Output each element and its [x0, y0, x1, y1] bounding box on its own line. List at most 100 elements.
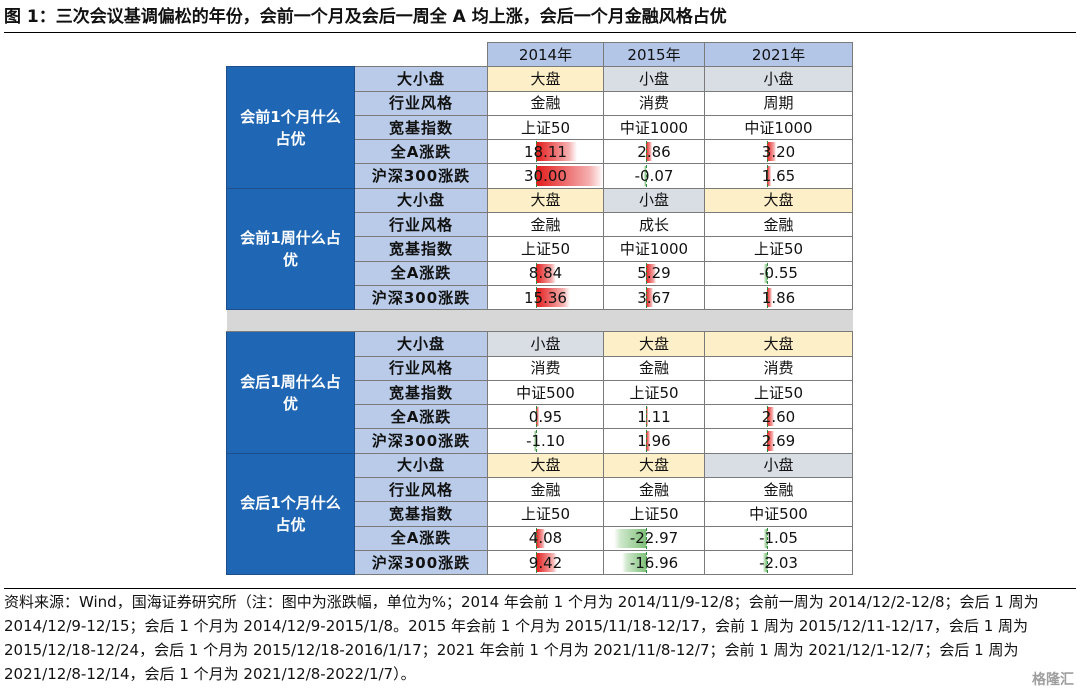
comparison-table-wrapper: 2014年 2015年 2021年 会前1个月什么占优 大小盘 大盘 小盘 小盘 行业风格… [226, 41, 853, 576]
text-cell: 周期 [704, 90, 853, 116]
return-value: 2.86 [637, 142, 671, 161]
bar-axis [646, 165, 647, 187]
size-cell: 小盘 [704, 452, 853, 479]
text-cell: 金融 [603, 477, 705, 503]
size-cell: 大盘 [603, 452, 705, 479]
table-row: 沪深300涨跌 15.36 3.67 1.86 [227, 284, 853, 311]
text-cell: 金融 [603, 355, 705, 381]
return-cell: 1.86 [704, 284, 853, 311]
return-value: 1.96 [637, 432, 671, 451]
positive-bar [536, 407, 539, 427]
negative-bar [762, 552, 767, 573]
return-value: 2.60 [761, 407, 796, 426]
text-cell: 中证500 [704, 501, 853, 527]
table-row: 全A涨跌 0.95 1.11 2.60 [227, 404, 853, 430]
return-cell: 18.11 [487, 139, 604, 165]
row-label: 大小盘 [354, 331, 488, 357]
return-value: 4.08 [528, 529, 563, 548]
positive-bar [646, 431, 650, 451]
return-cell: 8.84 [487, 260, 604, 286]
row-label: 宽基指数 [354, 501, 488, 527]
positive-bar [646, 142, 652, 162]
bar-axis [536, 286, 538, 309]
bar-axis [536, 430, 538, 452]
return-cell: 1.11 [603, 404, 705, 430]
row-label: 沪深300涨跌 [354, 428, 488, 454]
return-cell: 3.20 [704, 139, 853, 165]
text-cell: 上证50 [603, 501, 705, 527]
text-cell: 金融 [487, 477, 604, 503]
positive-bar [766, 287, 773, 308]
row-label: 行业风格 [354, 90, 488, 116]
table-row: 会后1个月什么占优 大小盘 大盘 大盘 小盘 [226, 452, 853, 576]
positive-bar [766, 407, 775, 427]
table-row: 宽基指数 上证50 上证50 中证500 [227, 501, 853, 527]
positive-bar [536, 166, 603, 186]
bar-axis [646, 262, 647, 284]
positive-bar [646, 263, 657, 283]
return-cell: 1.65 [704, 163, 853, 189]
table-row: 沪深300涨跌 9.42 -16.96 -2.03 [227, 549, 853, 576]
negative-bar [534, 431, 537, 451]
negative-bar [764, 528, 767, 548]
row-label: 行业风格 [354, 212, 488, 238]
size-cell: 大盘 [487, 452, 604, 479]
positive-bar [766, 431, 775, 451]
text-cell: 中证1000 [603, 114, 705, 141]
return-value: 5.29 [637, 264, 671, 283]
group-label: 会后1周什么占优 [226, 331, 355, 454]
table-row: 会后1周什么占优 大小盘 小盘 大盘 大盘 [226, 331, 853, 454]
table-row: 宽基指数 上证50 中证1000 中证1000 [227, 114, 853, 141]
bar-axis [646, 527, 647, 549]
table-row: 全A涨跌 4.08 -22.97 -1.05 [227, 525, 853, 551]
text-cell: 上证50 [487, 501, 604, 527]
return-cell: -0.07 [603, 163, 705, 189]
bar-axis [646, 406, 647, 428]
return-value: 1.86 [761, 288, 796, 307]
size-cell: 大盘 [487, 66, 604, 92]
table-row: 宽基指数 上证50 中证1000 上证50 [227, 236, 853, 262]
section-separator [226, 309, 853, 333]
positive-bar [766, 142, 776, 162]
return-value: 1.11 [637, 407, 671, 426]
row-label: 行业风格 [354, 477, 488, 503]
return-value: -1.10 [526, 432, 565, 451]
text-cell: 金融 [487, 90, 604, 116]
table-row: 全A涨跌 18.11 2.86 3.20 [227, 139, 853, 165]
group-label: 会后1个月什么占优 [226, 452, 355, 576]
year-header-2021: 2021年 [704, 41, 853, 68]
bar-axis [536, 141, 538, 163]
text-cell: 中证1000 [704, 114, 853, 141]
return-cell: 1.96 [603, 428, 705, 454]
return-cell: 2.86 [603, 139, 705, 165]
size-cell: 小盘 [603, 66, 705, 92]
bar-axis [766, 430, 768, 452]
comparison-table: 2014年 2015年 2021年 会前1个月什么占优 大小盘 大盘 小盘 小盘 行业风格… [226, 41, 853, 576]
bar-axis [536, 165, 538, 187]
row-label: 大小盘 [354, 452, 488, 479]
return-value: -22.97 [629, 529, 679, 548]
group-label: 会前1周什么占优 [226, 187, 355, 311]
text-cell: 消费 [603, 90, 705, 116]
year-header-2015: 2015年 [603, 41, 705, 68]
bar-axis [646, 551, 647, 574]
positive-bar [536, 552, 558, 573]
return-cell: -22.97 [603, 525, 705, 551]
text-cell: 上证50 [704, 236, 853, 262]
return-value: 1.65 [761, 167, 796, 186]
return-value: -2.03 [759, 553, 798, 572]
source-note: 资料来源：Wind，国海证券研究所（注：图中为涨跌幅，单位为%；2014 年会前… [4, 593, 1039, 683]
row-label: 全A涨跌 [354, 525, 488, 551]
table-row: 行业风格 消费 金融 消费 [227, 355, 853, 381]
row-label: 宽基指数 [354, 236, 488, 262]
return-cell: 3.67 [603, 284, 705, 311]
title-divider [4, 32, 1076, 33]
bar-axis [766, 141, 768, 163]
return-cell: 2.60 [704, 404, 853, 430]
positive-bar [536, 287, 571, 308]
section-separator-row [226, 309, 853, 333]
text-cell: 消费 [487, 355, 604, 381]
text-cell: 上证50 [487, 236, 604, 262]
return-cell: 2.69 [704, 428, 853, 454]
text-cell: 金融 [704, 477, 853, 503]
